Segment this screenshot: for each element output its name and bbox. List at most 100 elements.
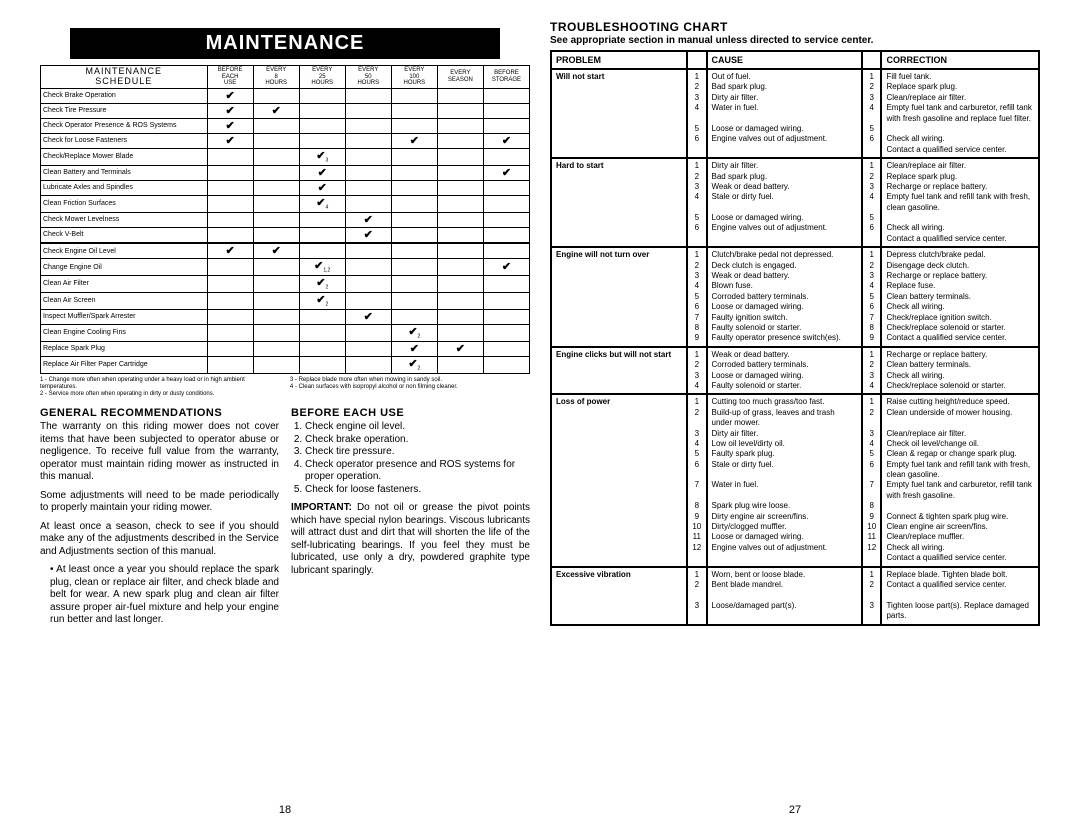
check-cell xyxy=(299,357,345,374)
table-row: Check/Replace Mower Blade✔3 xyxy=(41,149,530,166)
correction-cell: Depress clutch/brake pedal.Disengage dec… xyxy=(882,248,1038,346)
problem-cell: Excessive vibration xyxy=(552,568,688,624)
troubleshooting-table: PROBLEM CAUSE CORRECTION Will not start1… xyxy=(550,50,1040,626)
cause-num-cell: 1234 56 xyxy=(688,159,707,246)
ts-row: Excessive vibration12 3Worn, bent or loo… xyxy=(552,568,1038,624)
check-cell xyxy=(253,293,299,310)
problem-cell: Hard to start xyxy=(552,159,688,246)
check-icon: ✔ xyxy=(226,245,235,257)
gen-rec-bullet: At least once a year you should replace … xyxy=(50,564,279,627)
check-cell xyxy=(391,88,437,103)
check-cell xyxy=(437,259,483,276)
check-cell xyxy=(253,181,299,196)
check-cell xyxy=(207,276,253,293)
troubleshooting-title: TROUBLESHOOTING CHART xyxy=(550,20,1040,34)
check-cell xyxy=(345,134,391,149)
footnotes-right: 3 - Replace blade more often when mowing… xyxy=(290,377,530,399)
check-cell xyxy=(345,103,391,118)
check-cell: ✔ xyxy=(345,228,391,244)
page-number-left: 18 xyxy=(279,804,291,816)
check-cell: ✔ xyxy=(207,134,253,149)
cause-cell: Clutch/brake pedal not depressed.Deck cl… xyxy=(708,248,864,346)
correction-cell: Fill fuel tank.Replace spark plug.Clean/… xyxy=(882,70,1038,157)
cause-num-cell: 123456789 xyxy=(688,248,707,346)
before-use-list: Check engine oil level.Check brake opera… xyxy=(291,421,530,496)
important-note: IMPORTANT: Do not oil or grease the pivo… xyxy=(291,502,530,577)
check-cell xyxy=(299,88,345,103)
cause-cell: Out of fuel.Bad spark plug.Dirty air fil… xyxy=(708,70,864,157)
table-row: Check Mower Levelness✔ xyxy=(41,213,530,228)
check-cell xyxy=(253,196,299,213)
row-label: Check for Loose Fasteners xyxy=(41,134,208,149)
check-icon: ✔ xyxy=(272,245,281,257)
check-cell xyxy=(253,325,299,342)
list-item: Check operator presence and ROS systems … xyxy=(305,459,530,484)
check-cell xyxy=(483,357,529,374)
check-cell xyxy=(345,118,391,133)
row-label: Check Engine Oil Level xyxy=(41,243,208,259)
check-icon: ✔ xyxy=(272,105,281,117)
cause-cell: Cutting too much grass/too fast.Build-up… xyxy=(708,395,864,565)
table-row: Inspect Muffler/Spark Arrester✔ xyxy=(41,310,530,325)
row-label: Check Brake Operation xyxy=(41,88,208,103)
check-cell xyxy=(299,243,345,259)
row-label: Clean Friction Surfaces xyxy=(41,196,208,213)
check-cell xyxy=(483,149,529,166)
check-cell: ✔ xyxy=(483,166,529,181)
check-icon: ✔ xyxy=(502,135,511,147)
check-cell xyxy=(437,310,483,325)
ts-header-row: PROBLEM CAUSE CORRECTION xyxy=(552,52,1038,70)
corr-num-cell: 1234 56 xyxy=(863,159,882,246)
row-label: Check V-Belt xyxy=(41,228,208,244)
maintenance-footnotes: 1 - Change more often when operating und… xyxy=(40,377,530,399)
check-icon: ✔ xyxy=(408,358,417,370)
check-cell xyxy=(253,149,299,166)
row-label: Change Engine Oil xyxy=(41,259,208,276)
ts-row: Engine clicks but will not start1234Weak… xyxy=(552,348,1038,396)
ts-row: Engine will not turn over123456789Clutch… xyxy=(552,248,1038,348)
check-cell xyxy=(299,134,345,149)
check-cell xyxy=(207,342,253,357)
check-cell xyxy=(391,228,437,244)
row-label: Replace Air Filter Paper Cartridge xyxy=(41,357,208,374)
check-cell xyxy=(253,342,299,357)
check-icon: ✔ xyxy=(226,120,235,132)
check-cell xyxy=(253,276,299,293)
check-cell: ✔2 xyxy=(391,325,437,342)
check-cell xyxy=(391,103,437,118)
check-cell xyxy=(345,243,391,259)
table-row: Clean Battery and Terminals✔✔ xyxy=(41,166,530,181)
head-num2 xyxy=(863,52,882,68)
check-cell xyxy=(391,166,437,181)
check-cell xyxy=(299,310,345,325)
check-cell xyxy=(437,357,483,374)
check-cell xyxy=(253,259,299,276)
check-cell: ✔ xyxy=(299,181,345,196)
check-icon: ✔ xyxy=(364,311,373,323)
troubleshooting-subtitle: See appropriate section in manual unless… xyxy=(550,35,1040,46)
table-row: Replace Air Filter Paper Cartridge✔2 xyxy=(41,357,530,374)
check-cell xyxy=(391,310,437,325)
check-cell xyxy=(437,149,483,166)
schedule-header: MAINTENANCESCHEDULE xyxy=(41,66,208,89)
col-storage: BEFORESTORAGE xyxy=(483,66,529,89)
check-cell xyxy=(253,228,299,244)
check-cell: ✔ xyxy=(253,103,299,118)
gen-rec-p2: Some adjustments will need to be made pe… xyxy=(40,490,279,515)
check-cell xyxy=(391,118,437,133)
check-cell xyxy=(483,325,529,342)
check-cell xyxy=(345,293,391,310)
check-cell xyxy=(207,228,253,244)
table-row: Check Engine Oil Level ✔ ✔ xyxy=(41,243,530,259)
footnotes-left: 1 - Change more often when operating und… xyxy=(40,377,280,399)
check-cell xyxy=(391,243,437,259)
cause-num-cell: 12 3456 7 89101112 xyxy=(688,395,707,565)
list-item: Check brake operation. xyxy=(305,434,530,447)
check-cell: ✔3 xyxy=(299,149,345,166)
col-25h: EVERY25HOURS xyxy=(299,66,345,89)
check-cell xyxy=(483,293,529,310)
list-item: Check for loose fasteners. xyxy=(305,484,530,497)
check-cell xyxy=(483,243,529,259)
row-label: Check Tire Pressure xyxy=(41,103,208,118)
check-icon: ✔ xyxy=(318,167,327,179)
